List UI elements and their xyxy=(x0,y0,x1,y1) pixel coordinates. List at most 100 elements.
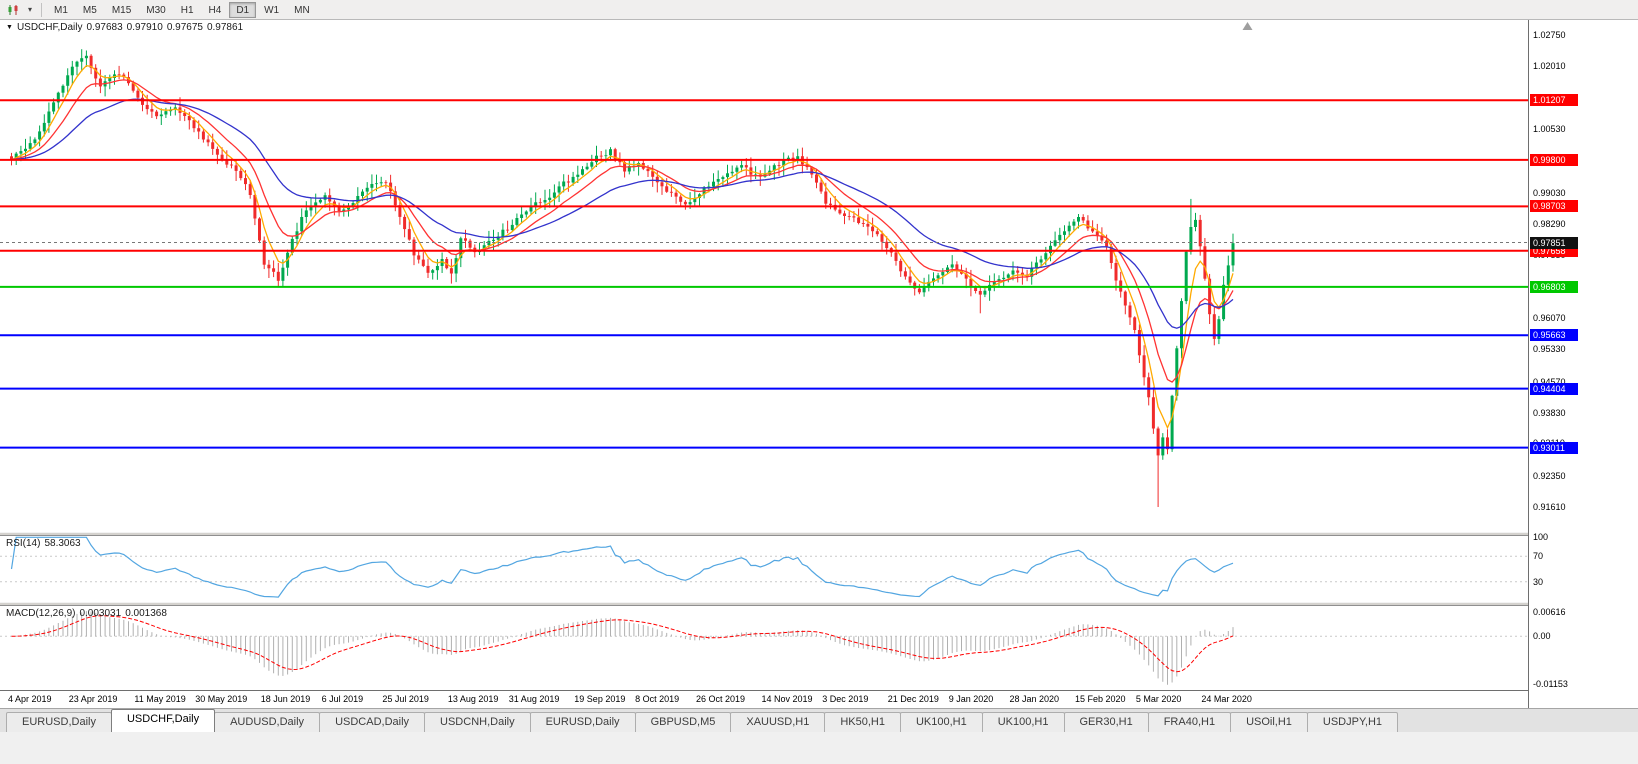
price-tick: 0.94570 xyxy=(1533,376,1566,387)
chart-title: ▼ USDCHF,Daily 0.97683 0.97910 0.97675 0.9786… xyxy=(6,22,247,33)
price-tick: 0.92350 xyxy=(1533,470,1566,481)
top-toolbar: ▾ M1 M5 M15 M30 H1 H4 D1 W1 MN xyxy=(0,0,1638,20)
date-label: 5 Mar 2020 xyxy=(1135,694,1182,704)
price-axis[interactable]: 1.027501.020101.012701.005300.997900.990… xyxy=(1528,20,1638,708)
timeframe-button-MN[interactable]: MN xyxy=(294,4,310,16)
chart-tab-USDCNH-Daily[interactable]: USDCNH,Daily xyxy=(424,712,531,732)
macd-caption: MACD(12,26,9) 0.003031 0.001368 xyxy=(6,608,171,619)
date-label: 9 Jan 2020 xyxy=(948,694,994,704)
date-label: 21 Dec 2019 xyxy=(887,694,939,704)
timeframe-button-M15[interactable]: M15 xyxy=(111,4,132,16)
timeframe-button-M30[interactable]: M30 xyxy=(146,4,166,16)
rsi-level-label: 100 xyxy=(1533,532,1549,543)
timeframe-button-H1[interactable]: H1 xyxy=(180,4,194,16)
macd-axis-zero: 0.00 xyxy=(1533,631,1551,642)
window-bottom-area xyxy=(0,732,1638,764)
price-tick: 1.02010 xyxy=(1533,61,1566,72)
date-label: 18 Jun 2019 xyxy=(260,694,311,704)
timeframe-button-H4[interactable]: H4 xyxy=(208,4,222,16)
price-tick: 0.99030 xyxy=(1533,187,1566,198)
chart-type-dropdown-icon[interactable]: ▾ xyxy=(27,5,32,14)
chart-tab-XAUUSD-H1[interactable]: XAUUSD,H1 xyxy=(730,712,826,732)
price-tick: 0.93830 xyxy=(1533,407,1566,418)
date-label: 23 Apr 2019 xyxy=(68,694,118,704)
chart-tab-USDCHF-Daily[interactable]: USDCHF,Daily xyxy=(110,709,216,732)
timeframe-button-M5[interactable]: M5 xyxy=(82,4,97,16)
rsi-level-label: 30 xyxy=(1533,576,1544,587)
price-tick: 0.98290 xyxy=(1533,218,1566,229)
chart-close-value: 0.97861 xyxy=(206,22,244,33)
chart-tab-AUDUSD-Daily[interactable]: AUDUSD,Daily xyxy=(214,712,321,732)
chart-tab-HK50-H1[interactable]: HK50,H1 xyxy=(824,712,901,732)
macd-main-value: 0.003031 xyxy=(79,608,122,619)
price-tick: 0.96070 xyxy=(1533,313,1566,323)
chart-low-value: 0.97675 xyxy=(166,22,203,33)
date-label: 13 Aug 2019 xyxy=(447,694,499,704)
rsi-panel: RSI(14) 58.3063 xyxy=(0,536,1528,602)
timeframe-button-M1[interactable]: M1 xyxy=(54,4,68,16)
date-label: 30 May 2019 xyxy=(195,694,248,704)
chart-tab-USDJPY-H1[interactable]: USDJPY,H1 xyxy=(1306,712,1399,732)
date-label: 4 Apr 2019 xyxy=(8,694,52,704)
chart-panels: ▼ USDCHF,Daily 0.97683 0.97910 0.97675 0.9786… xyxy=(0,20,1528,708)
chart-tab-EURUSD-Daily[interactable]: EURUSD,Daily xyxy=(6,712,112,732)
date-label: 8 Oct 2019 xyxy=(635,694,680,704)
hline-price-label: 0.96803 xyxy=(1530,280,1578,293)
chart-tab-GER30-H1[interactable]: GER30,H1 xyxy=(1063,712,1149,732)
date-label: 11 May 2019 xyxy=(134,694,186,704)
current-price-label: 0.97851 xyxy=(1530,236,1578,249)
chart-symbol-period: USDCHF,Daily xyxy=(16,22,83,33)
price-tick: 1.00530 xyxy=(1533,123,1566,134)
hline-price-label: 0.99800 xyxy=(1530,153,1578,166)
date-label: 25 Jul 2019 xyxy=(382,694,429,704)
macd-axis-min: -0.01153 xyxy=(1533,679,1568,689)
toolbar-separator xyxy=(41,2,42,17)
chart-tab-UK100-H1[interactable]: UK100,H1 xyxy=(981,712,1065,732)
date-label: 15 Feb 2020 xyxy=(1075,694,1126,704)
date-axis[interactable]: 4 Apr 2019 23 Apr 2019 11 May 2019 30 May 2… xyxy=(0,690,1528,708)
candlestick-chart-icon[interactable] xyxy=(4,2,24,18)
chart-tab-FRA40-H1[interactable]: FRA40,H1 xyxy=(1147,712,1232,732)
timeframe-button-D1[interactable]: D1 xyxy=(229,1,257,18)
chart-high-value: 0.97910 xyxy=(126,22,163,33)
rsi-name: RSI(14) xyxy=(6,538,41,549)
hline-price-label: 0.93011 xyxy=(1530,441,1578,454)
chart-tab-UK100-H1[interactable]: UK100,H1 xyxy=(899,712,983,732)
macd-name: MACD(12,26,9) xyxy=(6,608,76,619)
chart-open-value: 0.97683 xyxy=(86,22,123,33)
date-label: 26 Oct 2019 xyxy=(696,694,746,704)
date-label: 31 Aug 2019 xyxy=(508,694,560,704)
price-tick: 1.02750 xyxy=(1533,29,1566,40)
chart-tabs: EURUSD,Daily USDCHF,Daily AUDUSD,Daily USDC… xyxy=(0,708,1638,732)
timeframe-buttons: M1 M5 M15 M30 H1 H4 D1 W1 MN xyxy=(47,1,317,18)
date-label: 6 Jul 2019 xyxy=(321,694,364,704)
panel-splitter[interactable] xyxy=(0,532,1528,536)
hline-price-label: 0.98703 xyxy=(1530,200,1578,213)
macd-panel: MACD(12,26,9) 0.003031 0.001368 xyxy=(0,606,1528,690)
macd-signal-value: 0.001368 xyxy=(125,608,167,619)
main-chart-panel: ▼ USDCHF,Daily 0.97683 0.97910 0.97675 0.9786… xyxy=(0,20,1528,532)
macd-axis-max: 0.00616 xyxy=(1533,607,1566,617)
chart-tab-USDCAD-Daily[interactable]: USDCAD,Daily xyxy=(319,712,426,732)
hline-price-label: 1.01207 xyxy=(1530,94,1578,107)
rsi-value: 58.3063 xyxy=(44,538,81,549)
chart-tab-GBPUSD-M5[interactable]: GBPUSD,M5 xyxy=(634,712,732,732)
date-label: 19 Sep 2019 xyxy=(574,694,626,704)
rsi-level-label: 70 xyxy=(1533,551,1544,562)
date-label: 14 Nov 2019 xyxy=(761,694,813,704)
hline-price-label: 0.95663 xyxy=(1530,329,1578,342)
rsi-caption: RSI(14) 58.3063 xyxy=(6,538,85,549)
price-tick: 0.91610 xyxy=(1533,502,1566,512)
chart-tab-EURUSD-Daily[interactable]: EURUSD,Daily xyxy=(529,712,636,732)
date-label: 28 Jan 2020 xyxy=(1009,694,1060,704)
price-tick: 0.95330 xyxy=(1533,344,1566,355)
panel-splitter[interactable] xyxy=(0,602,1528,606)
date-label: 24 Mar 2020 xyxy=(1201,694,1252,704)
chart-window: ▼ USDCHF,Daily 0.97683 0.97910 0.97675 0.9786… xyxy=(0,20,1638,708)
hline-price-label: 0.94404 xyxy=(1530,382,1578,395)
chart-tab-USOil-H1[interactable]: USOil,H1 xyxy=(1230,712,1308,732)
timeframe-button-W1[interactable]: W1 xyxy=(264,4,280,16)
date-label: 3 Dec 2019 xyxy=(822,694,869,704)
chart-context-arrow-icon[interactable]: ▼ xyxy=(6,24,13,31)
